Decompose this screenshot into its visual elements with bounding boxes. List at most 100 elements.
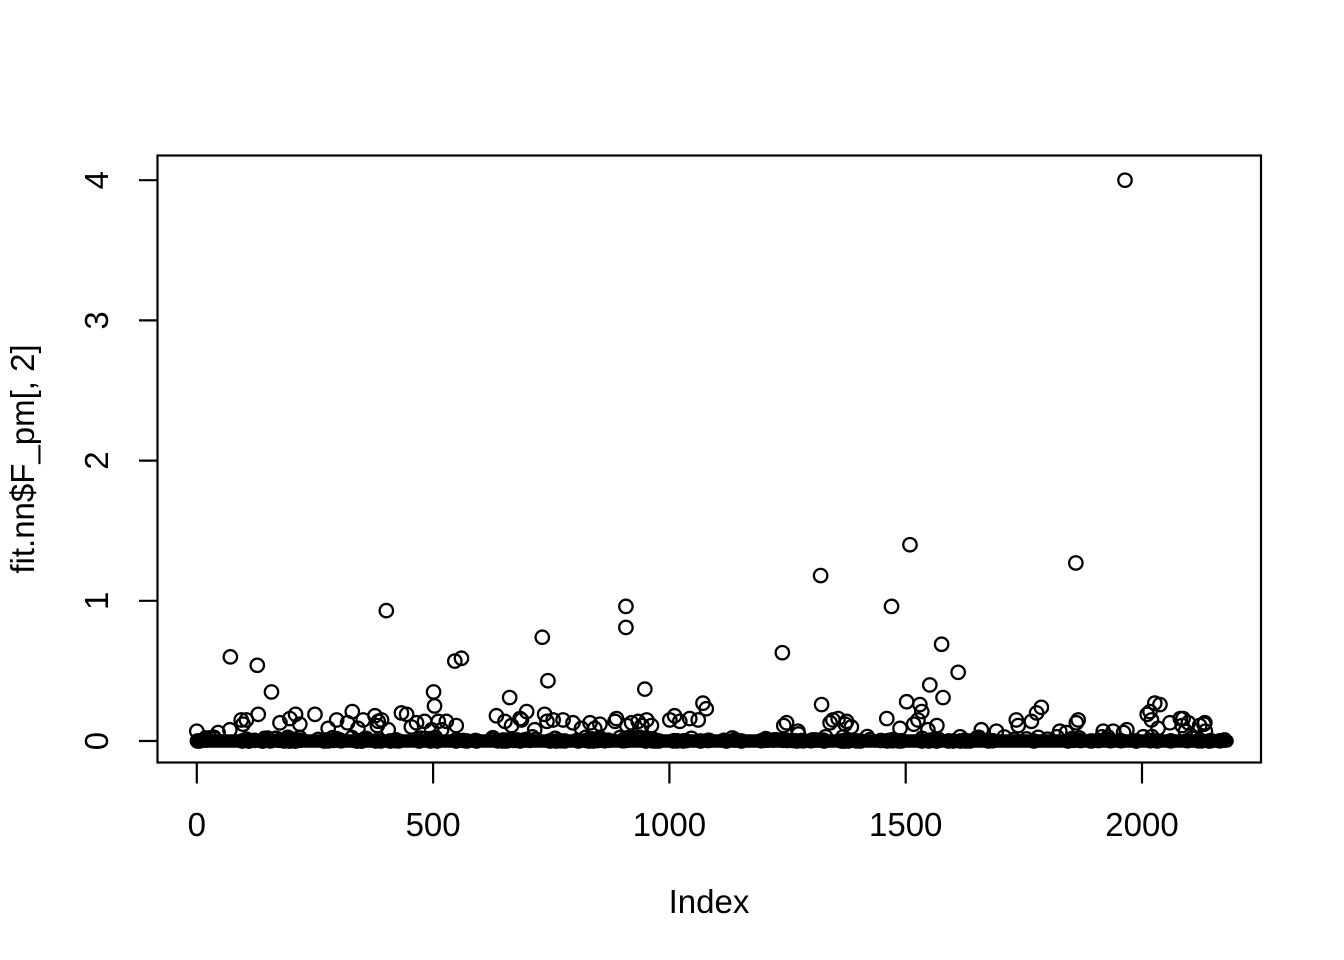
- band-point: [1006, 731, 1022, 748]
- data-point: [812, 567, 829, 584]
- band-point: [1128, 733, 1145, 749]
- data-point: [408, 714, 425, 731]
- data-point: [1197, 723, 1214, 740]
- data-point: [1023, 713, 1040, 730]
- band-point: [668, 733, 685, 749]
- x-tick-label: 1000: [633, 806, 706, 843]
- band-point: [422, 730, 438, 747]
- data-point: [912, 696, 928, 713]
- data-point: [698, 700, 715, 717]
- y-tick-label: 0: [78, 732, 115, 750]
- data-point: [813, 696, 830, 713]
- data-point: [1117, 172, 1133, 189]
- data-point: [380, 721, 397, 738]
- band-point: [524, 729, 541, 745]
- data-point: [929, 717, 945, 734]
- data-point: [344, 703, 361, 720]
- data-point: [883, 598, 900, 615]
- band-point: [726, 732, 743, 748]
- data-point: [623, 714, 640, 731]
- data-point: [448, 717, 465, 734]
- band-point: [928, 733, 945, 749]
- band-point: [753, 732, 770, 749]
- data-point: [416, 713, 433, 730]
- data-point: [526, 721, 543, 738]
- data-point: [291, 716, 308, 733]
- data-point: [425, 684, 442, 700]
- y-tick-label: 1: [78, 592, 115, 610]
- data-point: [913, 703, 930, 720]
- data-point: [501, 689, 518, 706]
- data-point: [892, 720, 908, 737]
- data-point: [250, 706, 267, 723]
- x-axis-title: Index: [669, 883, 750, 920]
- data-point: [618, 598, 634, 615]
- data-point: [878, 710, 895, 727]
- data-point: [662, 712, 678, 728]
- data-point: [790, 726, 807, 742]
- axes-layer: 0 500 1000 1500 2000 0 1 2 3 4: [78, 154, 1263, 843]
- data-point: [249, 657, 266, 674]
- data-point: [1095, 723, 1112, 740]
- data-point: [426, 698, 443, 714]
- data-point: [433, 721, 450, 738]
- band-point: [808, 732, 824, 748]
- data-point: [950, 664, 967, 681]
- data-point: [681, 710, 698, 727]
- y-tick-label: 4: [78, 171, 115, 189]
- x-tick-label: 2000: [1105, 806, 1178, 843]
- band-point: [390, 733, 407, 749]
- data-point: [843, 719, 860, 735]
- points-layer: [188, 172, 1234, 749]
- data-point: [910, 712, 926, 728]
- band-point: [484, 731, 501, 748]
- band-point: [816, 733, 833, 749]
- data-point: [1051, 723, 1068, 740]
- band-point: [1030, 729, 1046, 746]
- data-point: [263, 684, 280, 700]
- band-point: [1179, 732, 1196, 749]
- x-tick-label: 500: [406, 806, 461, 843]
- data-point: [438, 713, 455, 730]
- band-point: [310, 731, 327, 748]
- y-tick-label: 3: [78, 311, 115, 329]
- data-point: [540, 672, 556, 689]
- data-point: [328, 712, 345, 728]
- data-point: [320, 720, 337, 737]
- band-point: [287, 733, 304, 749]
- band-point: [527, 731, 544, 748]
- data-point: [222, 649, 239, 665]
- data-point: [1119, 721, 1135, 738]
- data-point: [921, 677, 938, 693]
- band-point: [495, 732, 511, 748]
- data-point: [1033, 699, 1050, 716]
- data-point: [592, 716, 608, 733]
- band-point: [940, 733, 957, 749]
- data-point: [1177, 723, 1194, 740]
- band-point: [1025, 733, 1042, 749]
- band-point: [259, 730, 276, 746]
- data-point: [307, 706, 323, 723]
- band-point: [700, 732, 716, 749]
- band-point: [833, 733, 850, 749]
- band-point: [692, 733, 709, 749]
- data-point: [898, 693, 915, 710]
- band-point: [1212, 732, 1228, 749]
- band-point: [189, 733, 206, 749]
- data-point: [1197, 714, 1213, 731]
- data-point: [988, 723, 1005, 740]
- data-point: [539, 713, 555, 730]
- data-point: [350, 720, 366, 737]
- data-point: [905, 716, 922, 733]
- band-point: [775, 732, 792, 749]
- data-point: [973, 721, 990, 738]
- data-point: [1152, 696, 1168, 713]
- data-point: [1115, 724, 1132, 741]
- band-point: [651, 733, 667, 749]
- plot-box: [156, 154, 1263, 764]
- data-point: [222, 721, 238, 738]
- data-point: [453, 650, 470, 667]
- band-point: [631, 729, 648, 746]
- band-point: [600, 732, 617, 749]
